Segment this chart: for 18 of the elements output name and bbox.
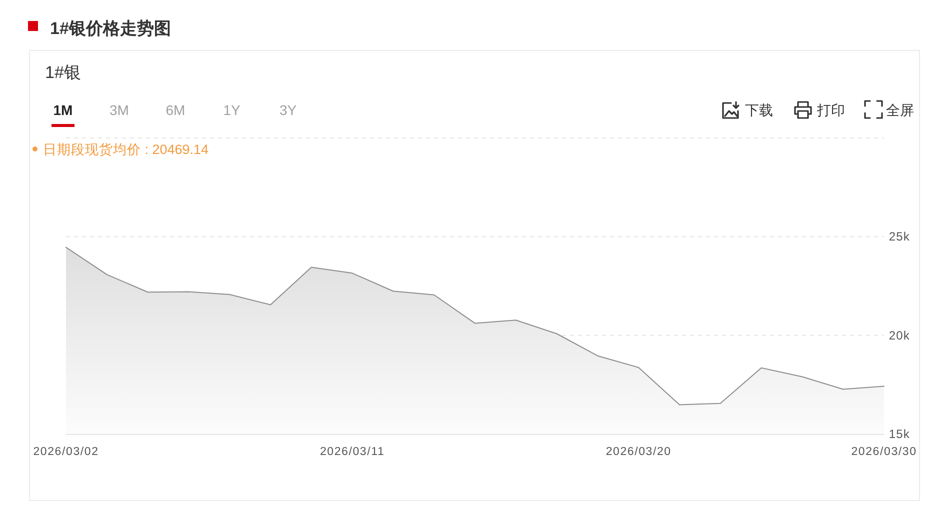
text: 3Y xyxy=(279,102,298,118)
x-tick-label: 2026/03/02 xyxy=(33,446,99,458)
text: 1M xyxy=(53,102,73,118)
chart-title: 1#银价格走势图 xyxy=(50,19,171,38)
y-tick-label: 20k xyxy=(888,328,910,342)
text: 下载 xyxy=(745,102,773,118)
text: 3M xyxy=(110,102,129,118)
y-tick-label: 15k xyxy=(888,427,910,441)
x-tick-label: 2026/03/11 xyxy=(320,446,385,458)
text: 打印 xyxy=(816,102,845,118)
annotation: 日期段现货均价 : 20469.14 xyxy=(43,142,210,157)
text: 1Y xyxy=(223,102,241,118)
y-tick-label: 25k xyxy=(888,230,910,244)
text: 全屏 xyxy=(886,102,914,118)
x-tick-label: 2026/03/20 xyxy=(606,446,672,458)
chart-subtitle: 1#银 xyxy=(45,63,81,82)
text: 6M xyxy=(166,102,186,118)
x-tick-label: 2026/03/30 xyxy=(851,446,917,458)
